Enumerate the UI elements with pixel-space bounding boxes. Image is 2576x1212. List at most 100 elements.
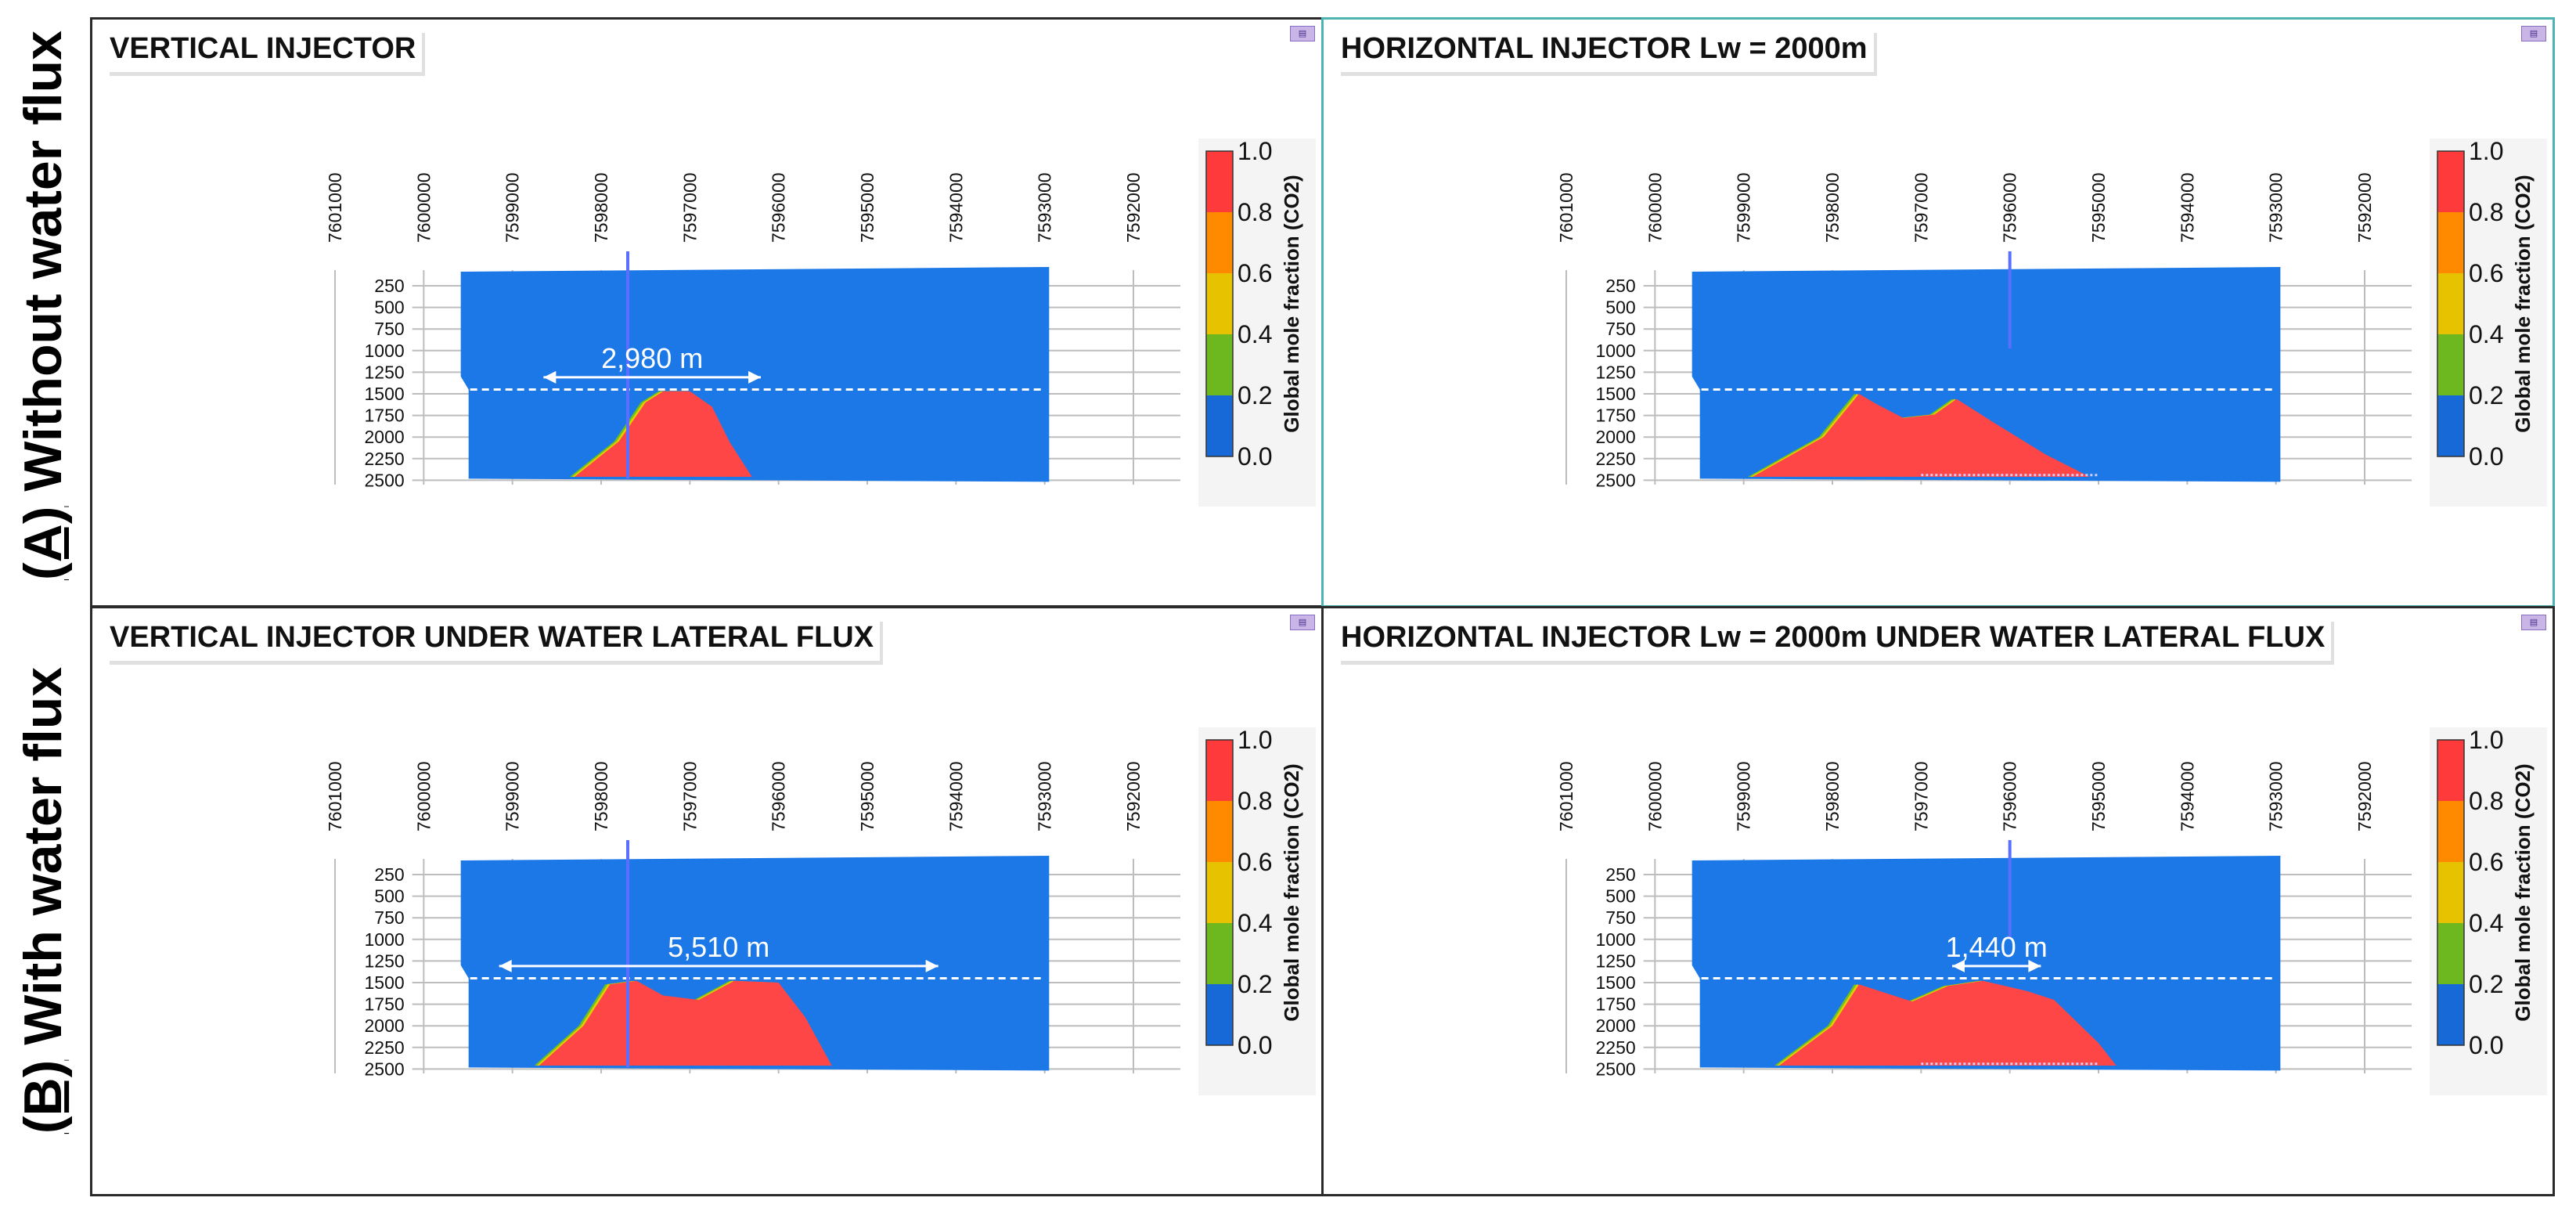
y-tick-label: 500 — [1605, 886, 1635, 907]
colorbar-segment — [2437, 740, 2464, 801]
y-tick-label: 500 — [374, 886, 404, 907]
x-tick-label: 7601000 — [1556, 761, 1576, 831]
x-tick-label: 7600000 — [413, 761, 434, 831]
panel-vertical-injector-flux[interactable]: 250 500 750 1000 1250 1500 1750 2000 2250 2500 760… — [90, 606, 1324, 1196]
colorbar-segment — [1206, 334, 1233, 395]
panel-menu-icon[interactable]: ▤ — [1290, 26, 1315, 41]
colorbar-segment — [2437, 862, 2464, 923]
x-tick-label: 7594000 — [946, 761, 966, 831]
colorbar-segment — [2437, 334, 2464, 395]
colorbar-tick-label: 0.4 — [1238, 320, 1272, 348]
colorbar-tick-label: 1.0 — [1238, 726, 1272, 754]
x-tick-label: 7596000 — [2000, 761, 2020, 831]
y-tick-label: 1250 — [1595, 950, 1635, 971]
colorbar-tick-label: 0.0 — [2469, 442, 2503, 471]
x-tick-label: 7594000 — [2177, 172, 2197, 243]
y-tick-label: 1000 — [1595, 341, 1635, 361]
extent-annotation-label: 2,980 m — [601, 342, 703, 374]
x-tick-label: 7595000 — [2088, 172, 2109, 243]
y-tick-label: 2000 — [364, 427, 404, 447]
x-tick-label: 7597000 — [1911, 172, 1931, 243]
colorbar-segment — [1206, 801, 1233, 862]
extent-arrow-head-right — [925, 959, 939, 972]
colorbar-tick-label: 0.6 — [1238, 848, 1272, 876]
colorbar-tick-label: 0.8 — [1238, 198, 1272, 226]
x-tick-label: 7601000 — [325, 172, 345, 243]
y-tick-label: 1500 — [1595, 384, 1635, 404]
x-tick-label: 7596000 — [2000, 172, 2020, 243]
x-tick-label: 7598000 — [1822, 172, 1843, 243]
colorbar-tick-label: 1.0 — [2469, 137, 2503, 165]
colorbar-outline — [2437, 739, 2465, 1046]
colorbar-tick-label: 0.6 — [2469, 848, 2503, 876]
x-tick-label: 7597000 — [679, 761, 700, 831]
colorbar-tick-label: 1.0 — [2469, 726, 2503, 754]
co2-plume — [575, 391, 752, 477]
panel-menu-icon[interactable]: ▤ — [1290, 615, 1315, 630]
y-tick-label: 1000 — [1595, 929, 1635, 950]
panel-title: VERTICAL INJECTOR — [106, 29, 423, 72]
x-tick-label: 7593000 — [2266, 761, 2286, 831]
co2-plume — [539, 980, 832, 1066]
y-tick-label: 250 — [374, 864, 404, 885]
y-tick-label: 2000 — [364, 1015, 404, 1036]
x-tick-label: 7592000 — [2354, 761, 2375, 831]
y-tick-label: 750 — [1605, 319, 1635, 339]
colorbar-segment — [2437, 212, 2464, 273]
x-tick-label: 7598000 — [591, 172, 611, 243]
colorbar-tick-label: 0.6 — [2469, 259, 2503, 287]
panel-title: VERTICAL INJECTOR UNDER WATER LATERAL FL… — [106, 618, 881, 661]
colorbar-label: Global mole fraction (CO2) — [2511, 175, 2535, 432]
y-tick-label: 2500 — [1595, 470, 1635, 490]
y-tick-label: 2500 — [364, 470, 404, 490]
colorbar-tick-label: 0.2 — [1238, 970, 1272, 998]
co2-plume — [1779, 980, 2117, 1066]
extent-arrow-head-right — [748, 370, 761, 384]
y-tick-label: 2250 — [364, 449, 404, 469]
x-tick-label: 7592000 — [1123, 172, 1144, 243]
y-tick-label: 1750 — [1595, 406, 1635, 426]
extent-arrow-head-right — [2028, 959, 2041, 972]
colorbar-outline — [1205, 739, 1234, 1046]
colorbar-tick-label: 0.4 — [1238, 909, 1272, 937]
x-tick-label: 7595000 — [2088, 761, 2109, 831]
colorbar-tick-label: 0.2 — [2469, 970, 2503, 998]
row-label-a-text: (A) Without water flux — [13, 31, 73, 580]
y-tick-label: 500 — [374, 298, 404, 318]
x-tick-label: 7600000 — [413, 172, 434, 243]
y-tick-label: 1250 — [364, 950, 404, 971]
y-tick-label: 2000 — [1595, 1015, 1635, 1036]
y-tick-label: 2250 — [1595, 1037, 1635, 1058]
y-tick-label: 1750 — [364, 406, 404, 426]
y-tick-label: 500 — [1605, 298, 1635, 318]
x-tick-label: 7598000 — [1822, 761, 1843, 831]
colorbar-tick-label: 1.0 — [1238, 137, 1272, 165]
colorbar-tick-label: 0.0 — [2469, 1031, 2503, 1059]
colorbar-segment — [1206, 923, 1233, 984]
y-tick-label: 1000 — [364, 341, 404, 361]
x-tick-label: 7593000 — [2266, 172, 2286, 243]
x-tick-label: 7595000 — [857, 172, 877, 243]
panel-horizontal-injector[interactable]: 250 500 750 1000 1250 1500 1750 2000 2250 2500 760… — [1321, 17, 2555, 608]
x-tick-label: 7596000 — [769, 172, 789, 243]
x-tick-label: 7599000 — [503, 761, 523, 831]
extent-annotation-label: 1,440 m — [1946, 931, 2048, 963]
x-tick-label: 7596000 — [769, 761, 789, 831]
panel-horizontal-injector-flux[interactable]: 250 500 750 1000 1250 1500 1750 2000 2250 2500 760… — [1321, 606, 2555, 1196]
y-tick-label: 250 — [1605, 276, 1635, 296]
extent-arrow-head-left — [1952, 959, 1965, 972]
panel-vertical-injector[interactable]: 250 500 750 1000 1250 1500 1750 2000 2250 2500 760… — [90, 17, 1324, 608]
colorbar-segment — [1206, 984, 1233, 1045]
colorbar-segment — [2437, 801, 2464, 862]
colorbar-tick-label: 0.2 — [1238, 381, 1272, 409]
colorbar-segment — [2437, 151, 2464, 212]
x-tick-label: 7601000 — [1556, 172, 1576, 243]
colorbar-outline — [1205, 150, 1234, 457]
y-tick-label: 2500 — [1595, 1059, 1635, 1079]
panel-menu-icon[interactable]: ▤ — [2521, 26, 2546, 41]
x-tick-label: 7599000 — [1734, 761, 1754, 831]
colorbar-outline — [2437, 150, 2465, 457]
panel-menu-icon[interactable]: ▤ — [2521, 615, 2546, 630]
